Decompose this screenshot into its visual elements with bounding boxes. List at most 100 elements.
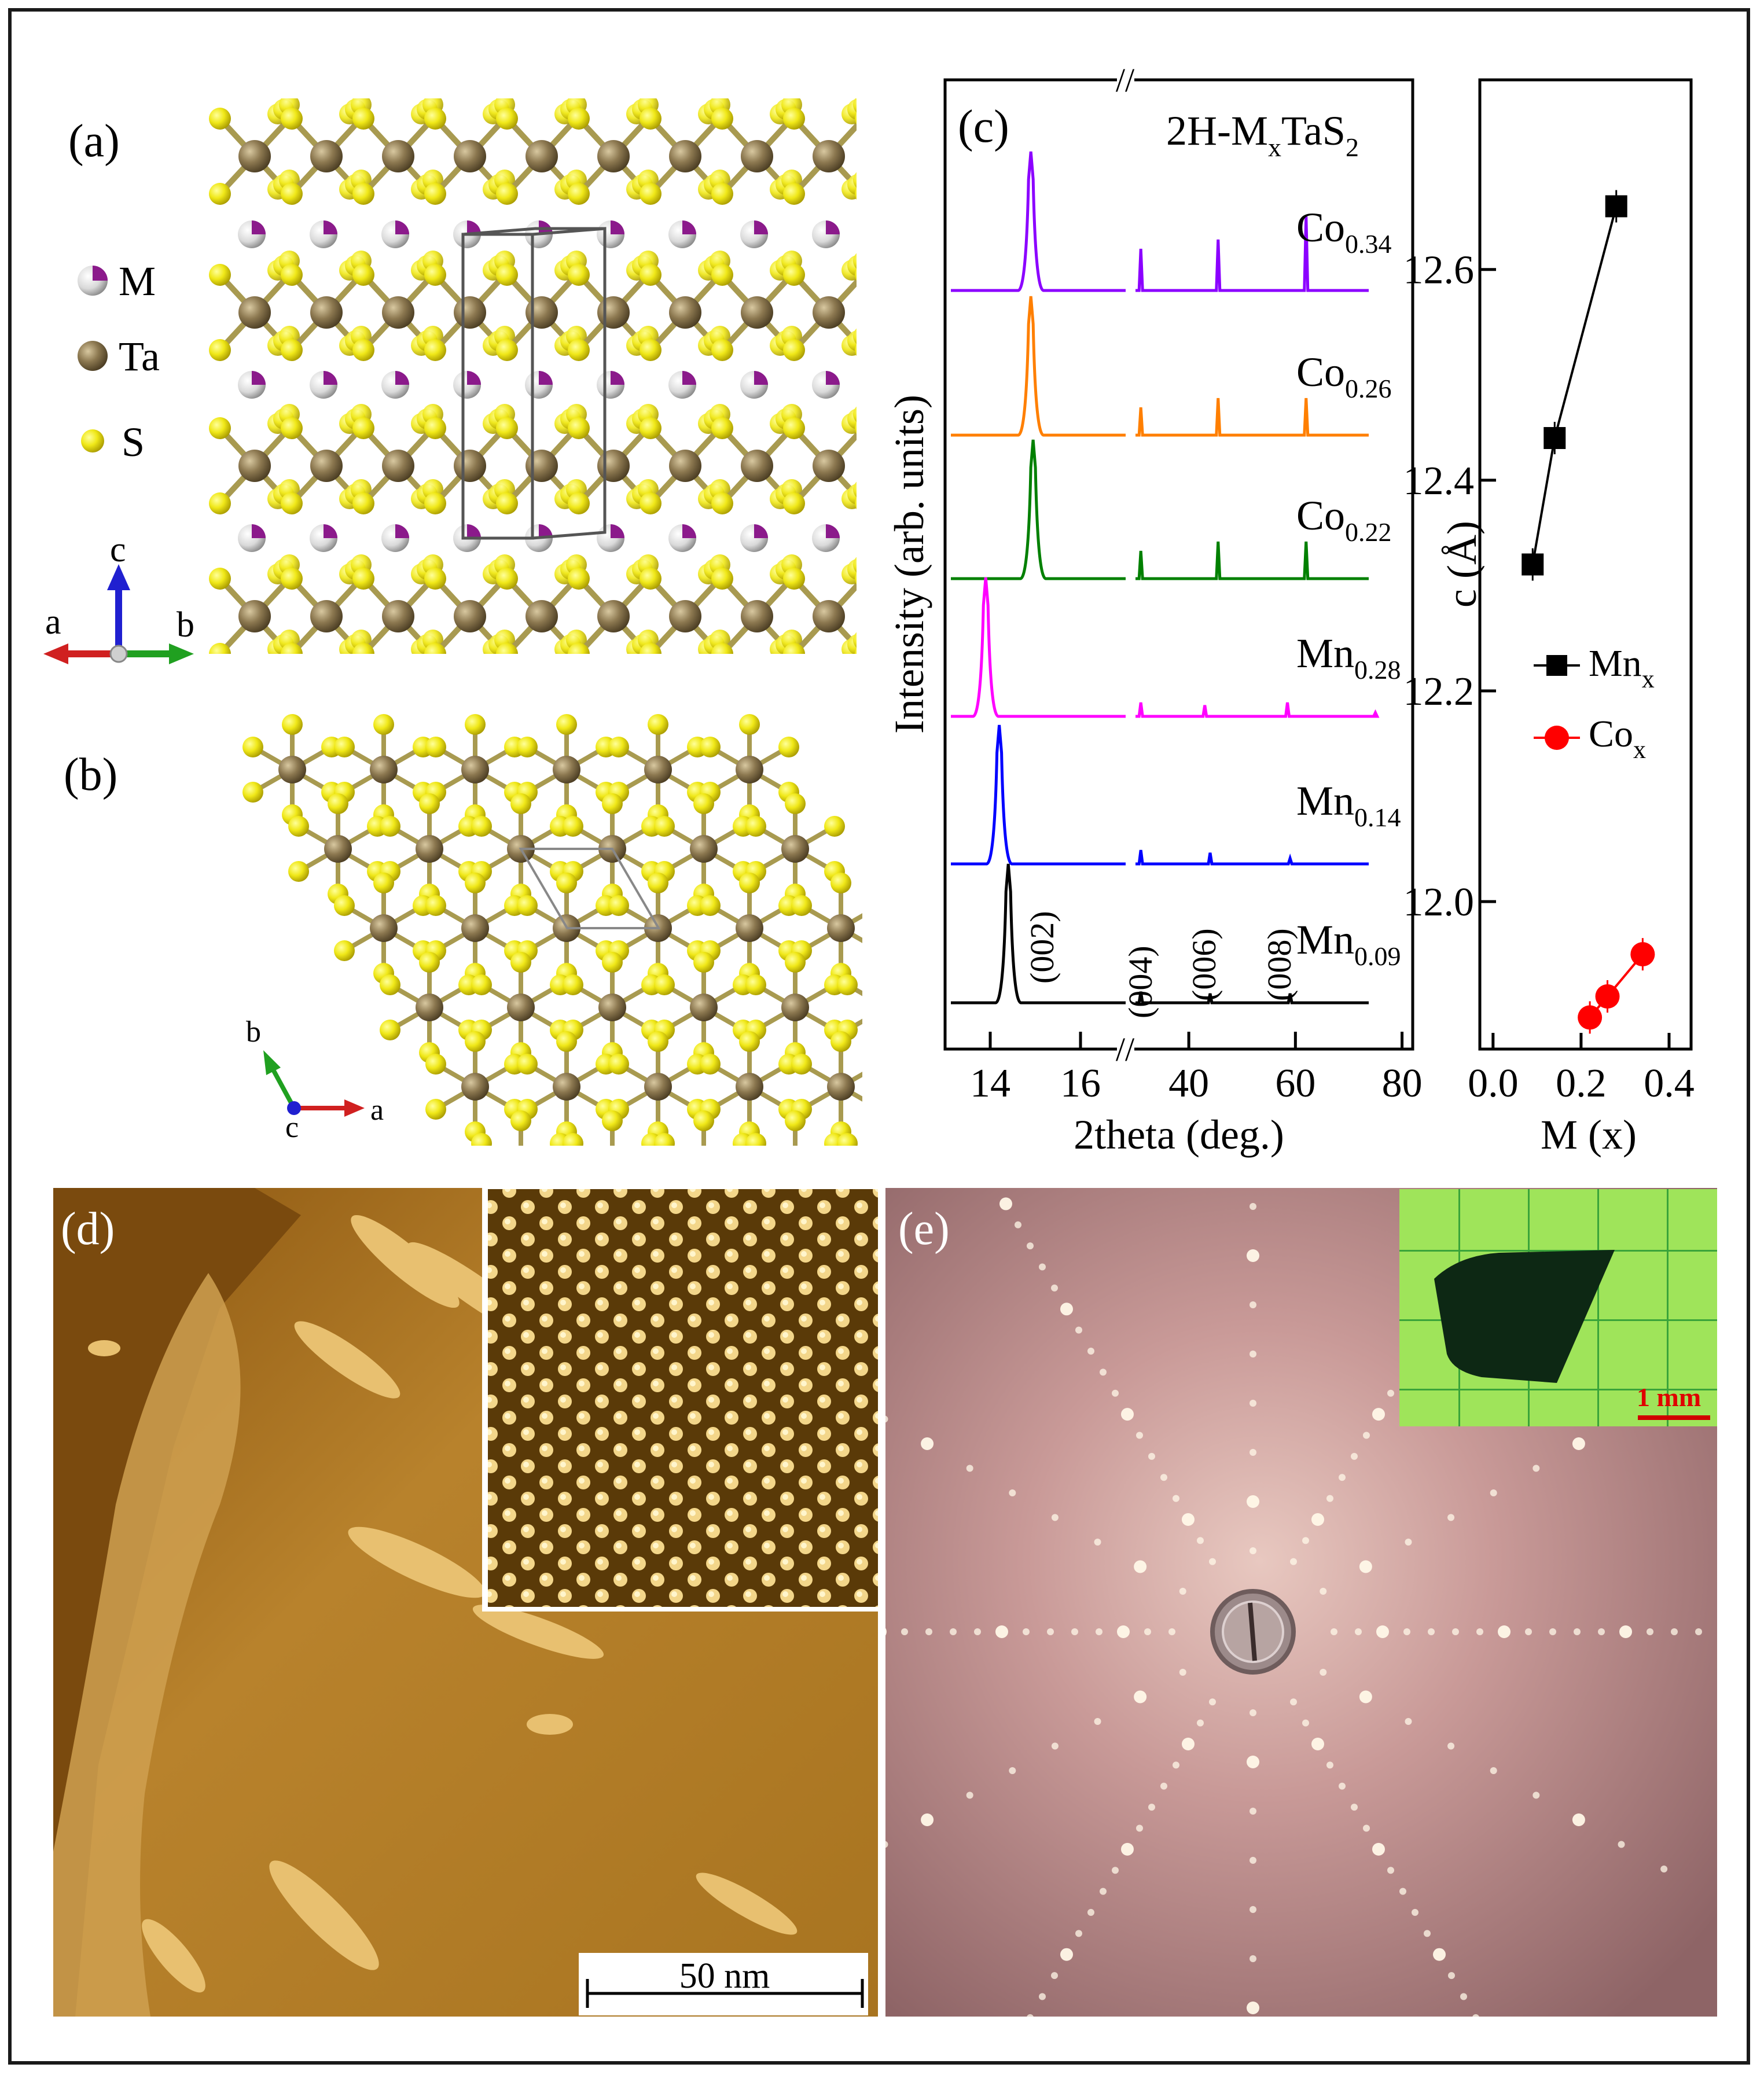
tantalum-atom [461,914,489,942]
sulfur-atom [791,895,812,916]
intercalant-atom-fill [826,220,840,234]
lattice-c-chart: c (Å) M (x) 0.0 0.2 0.4 12.0 12.2 12.4 12.6 Mn… [1403,78,1695,1158]
axis-label-c: c [285,1111,299,1144]
diffraction-spot [1250,1906,1256,1913]
sulfur-atom [288,816,309,837]
ta-s-bond [664,1166,704,1189]
diffraction-spot [1023,1628,1030,1635]
ta-s-bond [901,119,935,156]
sulfur-atom [783,643,805,654]
sulfur-atom [242,782,263,803]
c-x-tick-label: 0.2 [1556,1061,1607,1106]
sulfur-atom [847,174,857,195]
tantalum-atom [741,600,773,632]
diffraction-spot [1250,1857,1256,1864]
sulfur-atom [352,492,374,514]
sulfur-atom [242,737,263,757]
ta-s-bond [866,156,901,194]
tantalum-atom [690,994,718,1021]
sulfur-atom [870,940,891,961]
tantalum-atom [278,756,306,783]
intercalant-atom-fill [611,220,624,234]
sulfur-atom [853,557,857,573]
intercalant-atom-fill [252,524,266,538]
sulfur-atom [568,108,590,130]
tantalum-atom [781,835,809,863]
diffraction-spot [1087,1348,1094,1355]
diffraction-spot [1372,1842,1385,1856]
arrow-b-icon [263,1050,281,1075]
diffraction-spot [885,1841,888,1848]
sulfur-atom [855,572,857,585]
diffraction-spot [1433,1948,1446,1961]
xrd-curve-low-angle [951,151,1126,292]
tantalum-atom [827,1073,855,1101]
sulfur-atom [510,952,531,973]
ta-s-bond [932,1087,972,1109]
sulfur-atom [855,268,857,281]
ta-s-bond [846,1141,857,1146]
sulfur-atom [209,264,231,286]
sulfur-atom [913,260,934,281]
peak-label-002: (002) [1023,911,1061,984]
xrd-chart: // // (c) 2H-MxTaS2 Intensity (arb. unit… [886,61,1423,1158]
diffraction-spot [1060,1303,1073,1316]
diffraction-spot [1134,1690,1147,1704]
sulfur-atom [281,264,303,286]
legend-label-S: S [122,419,145,465]
diffraction-spot [1533,1465,1540,1472]
intercalant-atom-fill [395,524,409,538]
ta-s-bond [901,275,935,312]
intercalant-atom-fill [324,371,337,385]
diffraction-spot [1447,1514,1455,1521]
sulfur-atom [739,714,760,735]
crystal-structure-top-view [242,714,972,1189]
diffraction-spot [1051,1972,1058,1980]
xrd-curve-low-angle [951,439,1126,580]
diffraction-spot [1290,1558,1297,1565]
diffraction-spot [1339,1782,1346,1790]
peak-label-004: (004) [1122,945,1159,1018]
sulfur-atom [640,108,662,130]
c-data-point [1544,427,1566,450]
sulfur-atom [916,974,936,995]
intercalant-atom [884,220,912,248]
sulfur-atom [847,330,857,351]
sulfur-atom [471,1133,492,1146]
sulfur-atom [563,816,583,837]
diffraction-spot [1498,1625,1511,1638]
xrd-series-label: Co0.34 [1296,204,1392,259]
diffraction-spot [1071,1628,1078,1635]
sulfur-atom [783,264,805,286]
diffraction-spot [921,1813,934,1826]
sulfur-atom [209,417,231,439]
diffraction-spot [1598,1628,1605,1635]
diffraction-spot [1320,1669,1327,1676]
xrd-x-tick-label: 16 [1060,1061,1101,1106]
sulfur-atom [711,492,733,514]
c-data-point [1522,553,1544,576]
sulfur-atom [847,484,857,505]
xrd-curve-high-angle [1135,849,1369,866]
xrd-series-label: Mn0.09 [1296,917,1401,971]
intercalant-atom-fill [826,524,840,538]
tantalum-atom [813,600,845,632]
diffraction-spot [1525,1628,1532,1635]
ta-s-bond [901,156,935,194]
sulfur-atom [496,339,518,361]
tantalum-atom [507,1152,535,1180]
sulfur-atom [424,183,446,205]
tantalum-atom [741,450,773,482]
ta-s-bond [887,1143,926,1166]
sulfur-atom [922,1031,943,1052]
sulfur-atom [928,1133,949,1154]
intercalant-atom-fill [467,524,481,538]
tantalum-atom [310,600,343,632]
sulfur-atom [830,1031,851,1052]
diffraction-spot [1452,1628,1459,1635]
diffraction-spot [1121,1842,1134,1856]
c-y-tick-label: 12.2 [1403,669,1475,714]
diffraction-spot [921,1437,934,1450]
sulfur-atom [654,1133,675,1146]
arrow-a-icon [43,643,68,664]
